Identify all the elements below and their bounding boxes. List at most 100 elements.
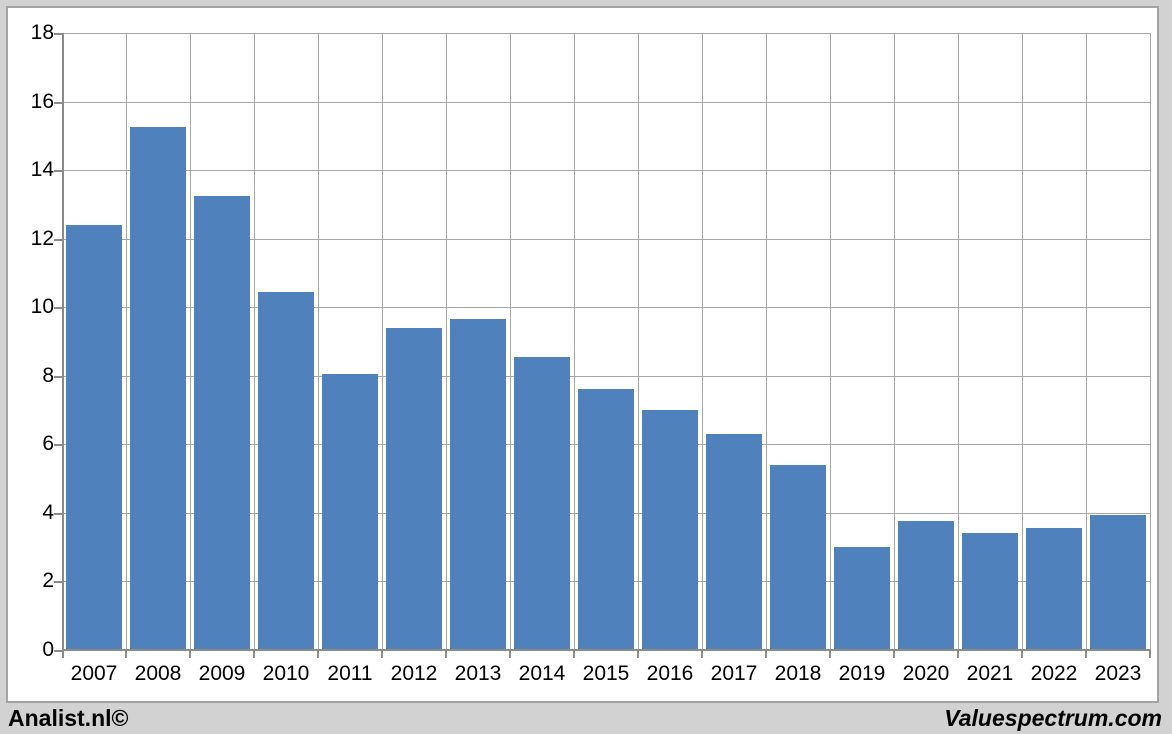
y-tick-label-2: 2 <box>42 569 54 593</box>
x-axis-line <box>62 649 1150 651</box>
bar-2014 <box>514 357 570 650</box>
x-tick-mark-15 <box>1021 650 1023 658</box>
bar-2012 <box>386 328 442 650</box>
x-tick-mark-14 <box>957 650 959 658</box>
v-gridline-8 <box>574 33 575 650</box>
x-tick-label-2014: 2014 <box>518 662 566 685</box>
y-tick-mark-18 <box>54 33 62 35</box>
h-gridline-8 <box>62 375 1150 377</box>
h-gridline-16 <box>62 101 1150 103</box>
x-tick-mark-8 <box>573 650 575 658</box>
bar-2007 <box>66 225 122 650</box>
x-tick-label-2022: 2022 <box>1030 662 1078 685</box>
x-tick-label-2012: 2012 <box>390 662 438 685</box>
y-tick-mark-4 <box>54 512 62 515</box>
x-tick-mark-5 <box>381 650 383 658</box>
bar-2011 <box>322 374 378 650</box>
x-tick-label-2015: 2015 <box>582 662 630 685</box>
y-tick-label-16: 16 <box>30 89 54 113</box>
brand-valuespectrum: Valuespectrum.com <box>944 705 1162 731</box>
v-gridline-16 <box>1086 33 1087 650</box>
y-tick-mark-2 <box>54 581 62 584</box>
h-gridline-10 <box>62 307 1150 309</box>
v-gridline-17 <box>1150 33 1151 650</box>
x-tick-label-2020: 2020 <box>902 662 950 685</box>
x-tick-mark-10 <box>701 650 703 658</box>
x-tick-label-2021: 2021 <box>966 662 1014 685</box>
v-gridline-2 <box>190 33 191 650</box>
v-gridline-5 <box>382 33 383 650</box>
bar-2021 <box>962 533 1018 650</box>
y-tick-label-12: 12 <box>30 226 54 250</box>
x-tick-mark-3 <box>253 650 255 658</box>
y-tick-label-18: 18 <box>30 21 54 44</box>
v-gridline-4 <box>318 33 319 650</box>
v-gridline-12 <box>830 33 831 650</box>
v-gridline-14 <box>958 33 959 650</box>
h-gridline-18 <box>62 33 1150 34</box>
plot-area <box>54 33 1151 658</box>
bar-2023 <box>1090 515 1146 650</box>
y-tick-mark-10 <box>54 307 62 310</box>
x-tick-mark-12 <box>829 650 831 658</box>
y-tick-label-0: 0 <box>42 638 54 661</box>
brand-analist: Analist.nl© <box>8 705 129 731</box>
x-tick-mark-2 <box>189 650 191 658</box>
x-tick-label-2010: 2010 <box>262 662 310 685</box>
y-tick-mark-16 <box>54 101 62 104</box>
footer: Analist.nl© Valuespectrum.com <box>0 702 1172 734</box>
y-tick-label-10: 10 <box>30 295 54 319</box>
bar-2020 <box>898 521 954 650</box>
bar-2013 <box>450 319 506 650</box>
y-axis-line <box>62 33 64 650</box>
bar-2009 <box>194 196 250 650</box>
x-tick-mark-16 <box>1085 650 1087 658</box>
x-tick-label-2018: 2018 <box>774 662 822 685</box>
bar-2015 <box>578 389 634 650</box>
bar-2008 <box>130 127 186 650</box>
y-tick-mark-0 <box>54 650 62 652</box>
bar-2019 <box>834 547 890 650</box>
x-tick-label-2008: 2008 <box>134 662 182 685</box>
v-gridline-15 <box>1022 33 1023 650</box>
v-gridline-11 <box>766 33 767 650</box>
y-tick-label-14: 14 <box>30 158 54 182</box>
x-tick-mark-7 <box>509 650 511 658</box>
y-tick-mark-12 <box>54 238 62 241</box>
x-tick-mark-0 <box>62 650 64 658</box>
x-tick-mark-1 <box>125 650 127 658</box>
v-gridline-9 <box>638 33 639 650</box>
x-tick-label-2011: 2011 <box>327 662 373 685</box>
x-tick-label-2017: 2017 <box>710 662 758 685</box>
h-gridline-12 <box>62 238 1150 240</box>
chart-frame: 0 2 4 6 8 10 12 14 16 18 2007 2008 2009 2010 2011 2012… <box>6 6 1159 703</box>
x-tick-mark-6 <box>445 650 447 658</box>
v-gridline-10 <box>702 33 703 650</box>
x-tick-mark-13 <box>893 650 895 658</box>
bar-2017 <box>706 434 762 650</box>
v-gridline-3 <box>254 33 255 650</box>
y-tick-label-8: 8 <box>42 363 54 387</box>
x-tick-mark-9 <box>637 650 639 658</box>
bar-2010 <box>258 292 314 650</box>
bar-2018 <box>770 465 826 650</box>
x-tick-label-2023: 2023 <box>1094 662 1142 685</box>
x-tick-label-2013: 2013 <box>454 662 502 685</box>
x-tick-label-2007: 2007 <box>70 662 118 685</box>
y-tick-label-4: 4 <box>42 500 54 524</box>
y-tick-mark-6 <box>54 444 62 447</box>
h-gridline-14 <box>62 170 1150 172</box>
v-gridline-1 <box>126 33 127 650</box>
y-tick-mark-8 <box>54 375 62 378</box>
bar-2016 <box>642 410 698 650</box>
x-tick-label-2009: 2009 <box>198 662 246 685</box>
x-tick-mark-11 <box>765 650 767 658</box>
v-gridline-7 <box>510 33 511 650</box>
bar-2022 <box>1026 528 1082 650</box>
x-tick-mark-17 <box>1149 650 1151 658</box>
v-gridline-6 <box>446 33 447 650</box>
y-tick-mark-14 <box>54 170 62 173</box>
x-tick-mark-4 <box>317 650 319 658</box>
x-tick-label-2016: 2016 <box>646 662 694 685</box>
